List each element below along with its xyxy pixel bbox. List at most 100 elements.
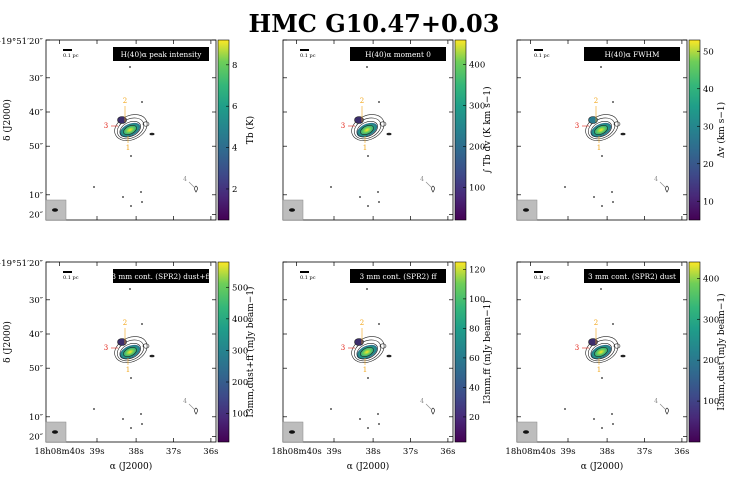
faint-detection: [378, 201, 380, 203]
faint-detection: [330, 408, 332, 410]
scale-bar-label: 0.1 pc: [300, 53, 316, 59]
colorbar-label: I3mm,dust+ff (mJy beam−1): [245, 286, 256, 417]
colorbar-tick-label: 80: [469, 324, 480, 334]
scale-bar-label: 0.1 pc: [63, 275, 79, 281]
x-tick-label: 39s: [560, 447, 575, 457]
source-3-blob: [354, 116, 364, 124]
source-3-label: 3: [341, 344, 345, 352]
panel-label-box: [584, 269, 680, 283]
colorbar: [454, 261, 467, 443]
panel-label-box: [350, 269, 446, 283]
source-3-blob: [354, 338, 364, 346]
faint-detection: [367, 155, 369, 157]
faint-detection: [564, 186, 566, 188]
source-4-leader: [659, 403, 667, 411]
panel-3: 0.1 pc H(40)α FWHM 2 3 1 4 10 20 30 40 50 Δv (km s−…: [516, 39, 727, 221]
source-3-label: 3: [104, 344, 108, 352]
emission-core: [356, 122, 378, 138]
emission-core: [590, 344, 612, 360]
y-tick-label: 50″: [29, 364, 43, 374]
source-1-label: 1: [597, 144, 601, 152]
faint-detection: [141, 423, 143, 425]
source-4-contour: [194, 407, 198, 415]
colorbar-tick-label: 10: [703, 197, 714, 207]
colorbar-tick-label: 100: [469, 183, 485, 193]
panel-label: H(40)α FWHM: [605, 50, 661, 59]
faint-detection: [130, 427, 132, 429]
colorbar-label: Tb (K): [245, 116, 256, 144]
faint-detection: [366, 66, 368, 68]
x-tick-label: 37s: [637, 447, 652, 457]
colorbar-tick-label: 200: [703, 356, 719, 366]
emission-core: [590, 122, 612, 138]
colorbar-tick-label: 50: [703, 47, 714, 57]
contour-small: [379, 343, 387, 349]
contour-line: [351, 114, 385, 141]
faint-detection: [600, 66, 602, 68]
faint-detection: [611, 191, 613, 193]
source-1-label: 1: [363, 144, 367, 152]
colorbar-tick-label: 20: [469, 413, 480, 423]
source-2-label: 2: [594, 97, 598, 105]
faint-detection: [564, 408, 566, 410]
panel-label-box: [350, 47, 446, 61]
source-3-blob: [588, 338, 598, 346]
colorbar-label: ∫ Tb dv (K km s−1): [482, 86, 493, 173]
faint-detection: [367, 427, 369, 429]
panel-label-box: [113, 269, 209, 283]
faint-detection: [141, 101, 143, 103]
contour-line: [590, 343, 612, 360]
y-axis-label: δ (J2000): [2, 99, 13, 141]
faint-detection: [366, 288, 368, 290]
faint-detection: [122, 196, 124, 198]
colorbar-tick-label: 8: [232, 61, 237, 71]
faint-detection: [359, 418, 361, 420]
x-tick-label: 18h08m40s: [505, 447, 555, 457]
emission-core: [356, 344, 378, 360]
source-4-contour: [194, 185, 198, 193]
faint-detection: [593, 418, 595, 420]
source-4-label: 4: [183, 398, 187, 405]
y-tick-label: 10″: [29, 413, 43, 423]
contour-line: [119, 121, 141, 138]
source-4-label: 4: [420, 398, 424, 405]
colorbar-tick-label: 120: [469, 265, 485, 275]
colorbar-tick-label: 20: [703, 160, 714, 170]
faint-detection: [130, 377, 132, 379]
faint-detection: [140, 413, 142, 415]
contour-line: [114, 114, 148, 141]
faint-detection: [93, 408, 95, 410]
panel-label: 3 mm cont. (SPR2) ff: [359, 272, 437, 281]
y-tick-label: −19°51′20″: [0, 37, 43, 47]
contour-line: [360, 347, 374, 357]
faint-detection: [377, 413, 379, 415]
faint-detection: [612, 323, 614, 325]
faint-detection: [141, 323, 143, 325]
source-4-contour: [665, 407, 669, 415]
source-3-label: 3: [341, 122, 345, 130]
colorbar: [454, 39, 467, 221]
source-4-label: 4: [183, 176, 187, 183]
faint-detection: [378, 323, 380, 325]
contour-small: [613, 121, 621, 127]
colorbar-tick-label: 30: [703, 122, 714, 132]
faint-detection: [593, 196, 595, 198]
x-axis-label: α (J2000): [110, 461, 152, 472]
panel-label: H(40)α peak intensity: [121, 50, 203, 59]
source-4-leader: [188, 181, 196, 189]
faint-detection: [330, 186, 332, 188]
source-3-blob: [588, 116, 598, 124]
contour-line: [590, 121, 612, 138]
x-tick-label: 36s: [203, 447, 218, 457]
contour-line: [585, 336, 619, 363]
beam-ellipse: [289, 430, 295, 434]
source-4-label: 4: [654, 398, 658, 405]
x-tick-label: 36s: [674, 447, 689, 457]
contour-small: [142, 343, 150, 349]
x-tick-label: 38s: [600, 447, 615, 457]
panel-6: 0.1 pc 3 mm cont. (SPR2) dust 2 3 1 4 100 200 30…: [505, 261, 727, 472]
colorbar-label: Δv (km s−1): [716, 102, 727, 158]
source-2-label: 2: [360, 97, 364, 105]
source-1-label: 1: [126, 366, 130, 374]
